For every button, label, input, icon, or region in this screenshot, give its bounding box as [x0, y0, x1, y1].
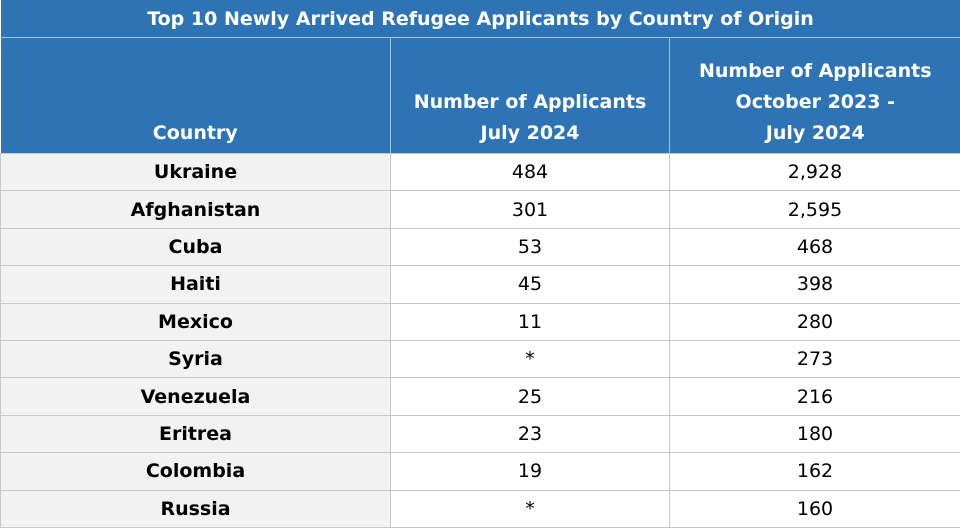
country-cell: Cuba [1, 228, 391, 265]
country-cell: Venezuela [1, 378, 391, 415]
table-title: Top 10 Newly Arrived Refugee Applicants … [1, 0, 960, 38]
header-line: Country [1, 118, 391, 149]
oct2023-jul2024-cell: 398 [670, 266, 960, 303]
header-country: Country [1, 38, 391, 154]
july-2024-cell: * [391, 340, 670, 377]
july-2024-cell: 19 [391, 453, 670, 490]
country-cell: Ukraine [1, 154, 391, 191]
header-line: July 2024 [670, 118, 960, 149]
country-cell: Haiti [1, 266, 391, 303]
oct2023-jul2024-cell: 180 [670, 415, 960, 452]
oct2023-jul2024-cell: 468 [670, 228, 960, 265]
country-cell: Afghanistan [1, 191, 391, 228]
header-line: July 2024 [391, 118, 669, 149]
oct2023-jul2024-cell: 2,928 [670, 154, 960, 191]
header-line: Number of Applicants [670, 56, 960, 87]
oct2023-jul2024-cell: 216 [670, 378, 960, 415]
country-cell: Colombia [1, 453, 391, 490]
july-2024-cell: 301 [391, 191, 670, 228]
july-2024-cell: 25 [391, 378, 670, 415]
july-2024-cell: 11 [391, 303, 670, 340]
july-2024-cell: 53 [391, 228, 670, 265]
header-line: October 2023 - [670, 87, 960, 118]
oct2023-jul2024-cell: 2,595 [670, 191, 960, 228]
country-cell: Mexico [1, 303, 391, 340]
country-cell: Syria [1, 340, 391, 377]
oct2023-jul2024-cell: 280 [670, 303, 960, 340]
table-row: Syria*273 [1, 340, 960, 377]
header-line: Number of Applicants [391, 87, 669, 118]
country-cell: Eritrea [1, 415, 391, 452]
july-2024-cell: 484 [391, 154, 670, 191]
july-2024-cell: 23 [391, 415, 670, 452]
oct2023-jul2024-cell: 273 [670, 340, 960, 377]
july-2024-cell: 45 [391, 266, 670, 303]
oct2023-jul2024-cell: 162 [670, 453, 960, 490]
